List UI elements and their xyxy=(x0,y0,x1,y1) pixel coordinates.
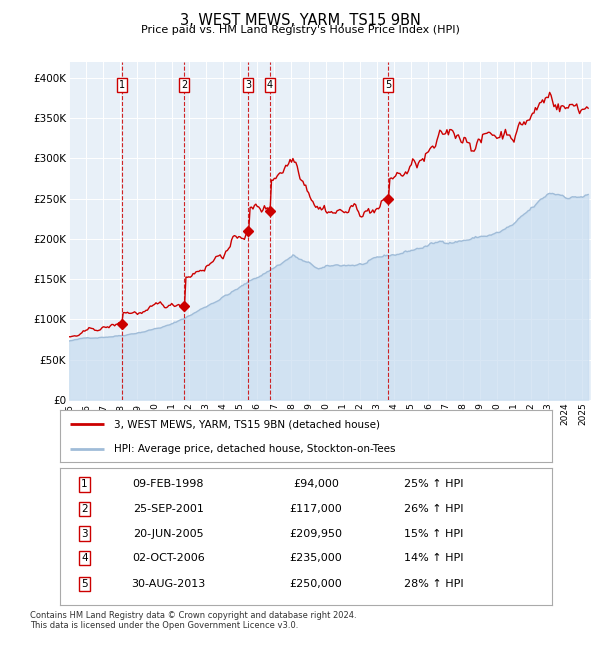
Text: 26% ↑ HPI: 26% ↑ HPI xyxy=(404,504,464,514)
Text: Contains HM Land Registry data © Crown copyright and database right 2024.: Contains HM Land Registry data © Crown c… xyxy=(30,611,356,620)
Text: 09-FEB-1998: 09-FEB-1998 xyxy=(133,480,204,489)
Text: 3, WEST MEWS, YARM, TS15 9BN (detached house): 3, WEST MEWS, YARM, TS15 9BN (detached h… xyxy=(114,419,380,429)
Text: 5: 5 xyxy=(81,579,88,589)
Text: 30-AUG-2013: 30-AUG-2013 xyxy=(131,579,205,589)
Text: 4: 4 xyxy=(267,81,273,90)
Text: This data is licensed under the Open Government Licence v3.0.: This data is licensed under the Open Gov… xyxy=(30,621,298,630)
Text: 02-OCT-2006: 02-OCT-2006 xyxy=(132,553,205,563)
Text: 3, WEST MEWS, YARM, TS15 9BN: 3, WEST MEWS, YARM, TS15 9BN xyxy=(179,13,421,28)
Text: 2: 2 xyxy=(81,504,88,514)
Text: £117,000: £117,000 xyxy=(289,504,342,514)
Text: 25-SEP-2001: 25-SEP-2001 xyxy=(133,504,203,514)
Text: £250,000: £250,000 xyxy=(289,579,342,589)
Text: £94,000: £94,000 xyxy=(293,480,339,489)
Text: 25% ↑ HPI: 25% ↑ HPI xyxy=(404,480,464,489)
Text: Price paid vs. HM Land Registry's House Price Index (HPI): Price paid vs. HM Land Registry's House … xyxy=(140,25,460,34)
Text: 3: 3 xyxy=(245,81,251,90)
Text: HPI: Average price, detached house, Stockton-on-Tees: HPI: Average price, detached house, Stoc… xyxy=(114,443,395,454)
Text: 1: 1 xyxy=(119,81,125,90)
Text: £235,000: £235,000 xyxy=(289,553,342,563)
Text: 4: 4 xyxy=(81,553,88,563)
Text: 3: 3 xyxy=(81,528,88,538)
Text: £209,950: £209,950 xyxy=(289,528,343,538)
Text: 15% ↑ HPI: 15% ↑ HPI xyxy=(404,528,464,538)
Text: 28% ↑ HPI: 28% ↑ HPI xyxy=(404,579,464,589)
Text: 14% ↑ HPI: 14% ↑ HPI xyxy=(404,553,464,563)
Text: 1: 1 xyxy=(81,480,88,489)
Text: 2: 2 xyxy=(181,81,187,90)
Text: 20-JUN-2005: 20-JUN-2005 xyxy=(133,528,203,538)
Text: 5: 5 xyxy=(385,81,391,90)
